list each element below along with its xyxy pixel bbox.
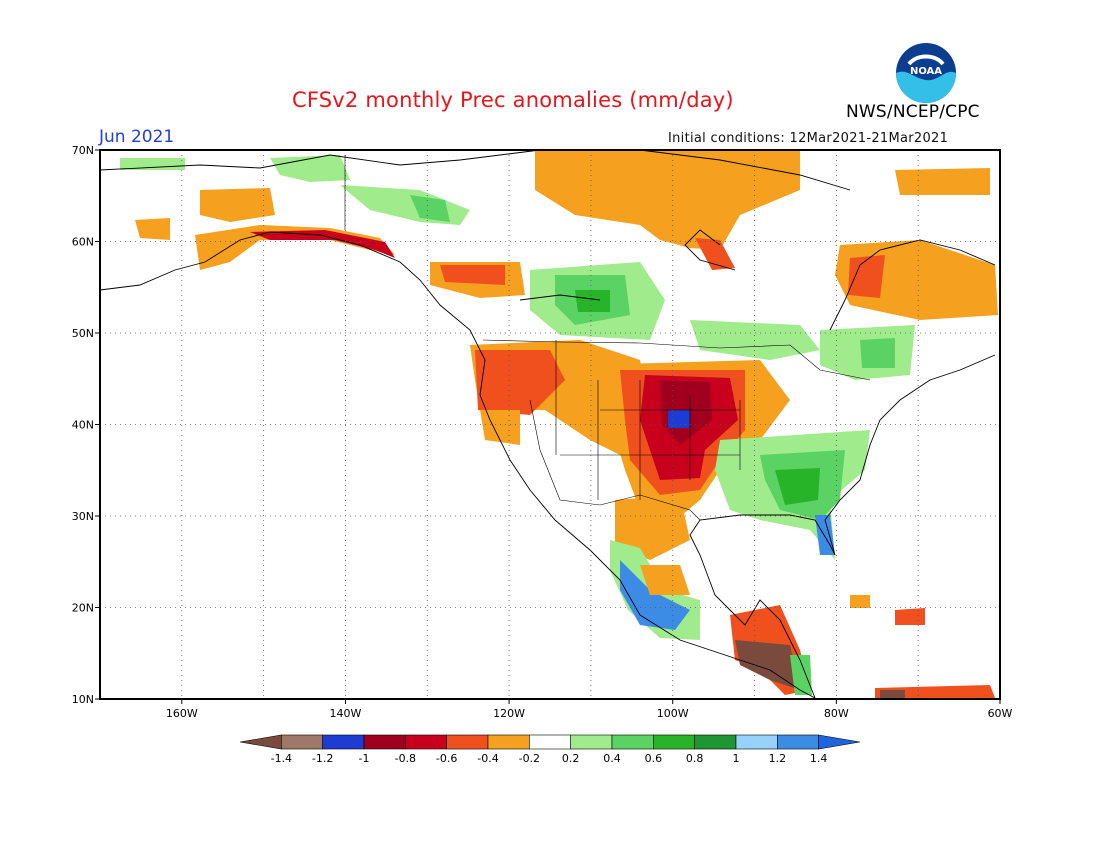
latitude-axis-labels: 70N 60N 50N 40N 30N 20N 10N bbox=[72, 144, 100, 706]
legend-tick-label: 1 bbox=[733, 752, 740, 765]
legend-tick-label: -1 bbox=[359, 752, 370, 765]
anomaly-wet-ontario bbox=[690, 320, 820, 360]
lat-label: 70N bbox=[72, 144, 94, 157]
lat-label: 20N bbox=[72, 602, 94, 615]
anomaly-wet-central-america bbox=[790, 655, 812, 695]
anomaly-very-dry-central-america bbox=[735, 640, 800, 690]
lat-label: 10N bbox=[72, 693, 94, 706]
anomaly-dry-arctic-canada bbox=[535, 150, 800, 250]
legend-color-box bbox=[611, 734, 654, 750]
anomaly-wet-yukon-core bbox=[410, 195, 450, 222]
legend-color-box bbox=[281, 734, 323, 750]
anomaly-dry-california bbox=[480, 410, 520, 445]
legend-arrow-high bbox=[818, 734, 861, 750]
political-borders bbox=[344, 155, 871, 521]
legend-color-box bbox=[405, 734, 447, 750]
anomaly-dryer-bc bbox=[440, 265, 505, 285]
legend-tick-label: 1.2 bbox=[769, 752, 787, 765]
forecast-month-label: Jun 2021 bbox=[99, 127, 175, 147]
legend-color-box bbox=[529, 734, 571, 750]
lon-label: 60W bbox=[988, 707, 1013, 720]
lat-lon-grid bbox=[100, 150, 1000, 699]
legend-tick-label: 0.4 bbox=[603, 752, 621, 765]
legend-color-box bbox=[653, 734, 695, 750]
anomaly-dry-cuba bbox=[850, 595, 870, 608]
legend-color-box bbox=[322, 734, 365, 750]
anomaly-wet-quebec-core bbox=[860, 338, 895, 368]
anomaly-wet-prairies-peak bbox=[575, 290, 610, 312]
anomaly-dryer-hudson bbox=[695, 238, 735, 270]
anomaly-wet-southeast-peak bbox=[775, 468, 820, 505]
lon-label: 160W bbox=[166, 707, 198, 720]
anomaly-dryer-alaska-coast bbox=[250, 230, 395, 258]
anomaly-dryer-quebec bbox=[848, 255, 885, 298]
legend-tick-label: 0.6 bbox=[645, 752, 663, 765]
legend-tick-label: -0.8 bbox=[395, 752, 416, 765]
color-scale-legend: -1.4 -1.2 -1 -0.8 -0.6 -0.4 -0.2 0.2 0.4 0.6 0.8 1 1… bbox=[239, 734, 861, 765]
legend-tick-label: -0.6 bbox=[436, 752, 457, 765]
legend-color-box bbox=[363, 734, 406, 750]
anomaly-dry-texas bbox=[615, 495, 690, 560]
lat-label: 60N bbox=[72, 236, 94, 249]
map-title: CFSv2 monthly Prec anomalies (mm/day) bbox=[292, 88, 734, 112]
legend-tick-label: 0.2 bbox=[562, 752, 580, 765]
coastlines bbox=[99, 149, 996, 699]
anomaly-dry-mexico bbox=[640, 565, 690, 595]
legend-tick-label: 1.4 bbox=[810, 752, 828, 765]
longitude-axis-labels: 160W 140W 120W 100W 80W 60W bbox=[166, 699, 1013, 720]
lon-label: 140W bbox=[330, 707, 362, 720]
lon-label: 120W bbox=[493, 707, 525, 720]
anomaly-dry-hispaniola bbox=[895, 608, 925, 625]
anomaly-wet-yukon bbox=[340, 185, 470, 225]
initial-conditions-label: Initial conditions: 12Mar2021-21Mar2021 bbox=[668, 131, 949, 146]
noaa-logo-icon: NOAA bbox=[896, 43, 956, 103]
anomaly-very-dry-caribbean bbox=[880, 690, 905, 698]
legend-tick-label: -1.2 bbox=[312, 752, 333, 765]
legend-color-box bbox=[446, 734, 489, 750]
anomaly-dryer-us-west bbox=[475, 350, 565, 415]
lat-label: 30N bbox=[72, 510, 94, 523]
noaa-logo-text: NOAA bbox=[910, 66, 942, 77]
anomaly-wet-alaska-north bbox=[270, 155, 350, 182]
lat-label: 50N bbox=[72, 327, 94, 340]
lat-label: 40N bbox=[72, 419, 94, 432]
lon-label: 100W bbox=[657, 707, 689, 720]
anomaly-dry-greenland bbox=[895, 168, 990, 195]
anomaly-dry-alaska-west bbox=[135, 218, 170, 240]
legend-color-box bbox=[487, 734, 530, 750]
anomaly-dry-alaska-north bbox=[200, 188, 275, 222]
anomaly-wet-spot-plains bbox=[668, 410, 690, 428]
legend-color-box bbox=[777, 734, 819, 750]
legend-arrow-low bbox=[239, 734, 282, 750]
legend-tick-label: 0.8 bbox=[686, 752, 704, 765]
lon-label: 80W bbox=[824, 707, 849, 720]
anomaly-fields bbox=[120, 150, 998, 698]
legend-color-box bbox=[694, 734, 737, 750]
legend-tick-label: -0.2 bbox=[519, 752, 540, 765]
legend-tick-label: -1.4 bbox=[271, 752, 292, 765]
legend-color-box bbox=[735, 734, 778, 750]
agency-label: NWS/NCEP/CPC bbox=[846, 102, 980, 122]
legend-tick-label: -0.4 bbox=[477, 752, 498, 765]
legend-color-box bbox=[570, 734, 613, 750]
